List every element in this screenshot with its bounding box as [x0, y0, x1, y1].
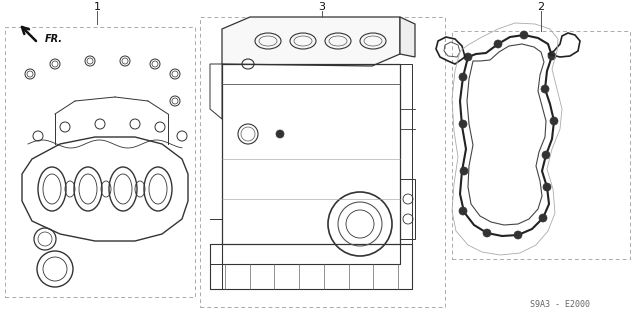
Circle shape	[459, 120, 467, 128]
Text: 1: 1	[93, 2, 100, 12]
Circle shape	[541, 85, 549, 93]
Circle shape	[548, 52, 556, 60]
Polygon shape	[222, 17, 400, 66]
Text: 2: 2	[538, 2, 545, 12]
Circle shape	[459, 73, 467, 81]
Circle shape	[464, 53, 472, 61]
Text: S9A3 - E2000: S9A3 - E2000	[530, 300, 590, 309]
Circle shape	[276, 130, 284, 138]
Circle shape	[520, 31, 528, 39]
Circle shape	[550, 117, 558, 125]
Circle shape	[460, 167, 468, 175]
Text: FR.: FR.	[45, 34, 63, 44]
Polygon shape	[400, 17, 415, 57]
Circle shape	[514, 231, 522, 239]
Bar	[5, 27, 195, 297]
Circle shape	[539, 214, 547, 222]
Circle shape	[494, 40, 502, 48]
Text: 3: 3	[319, 2, 326, 12]
Bar	[452, 31, 630, 259]
Bar	[200, 17, 445, 307]
Circle shape	[459, 207, 467, 215]
Circle shape	[483, 229, 491, 237]
Circle shape	[543, 183, 551, 191]
Circle shape	[542, 151, 550, 159]
